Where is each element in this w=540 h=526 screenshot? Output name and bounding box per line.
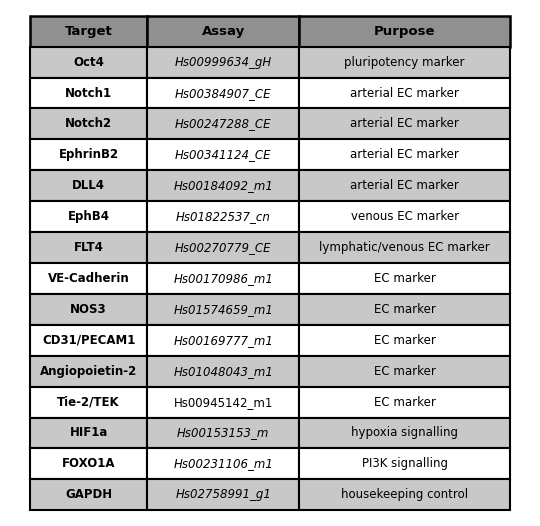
Text: Hs00999634_gH: Hs00999634_gH <box>174 56 272 68</box>
Bar <box>30 263 147 294</box>
Text: housekeeping control: housekeeping control <box>341 488 468 501</box>
Bar <box>147 170 299 201</box>
Bar <box>299 78 510 108</box>
Text: pluripotency marker: pluripotency marker <box>345 56 465 68</box>
Bar <box>147 232 299 263</box>
Bar <box>147 78 299 108</box>
Text: Angiopoietin-2: Angiopoietin-2 <box>40 365 137 378</box>
Bar <box>299 418 510 448</box>
Bar <box>299 139 510 170</box>
Bar <box>30 294 147 325</box>
Text: Hs00170986_m1: Hs00170986_m1 <box>173 272 273 285</box>
Text: Target: Target <box>65 25 112 38</box>
Bar <box>147 139 299 170</box>
Text: FOXO1A: FOXO1A <box>62 458 116 470</box>
Text: Hs00384907_CE: Hs00384907_CE <box>175 87 272 99</box>
Text: EC marker: EC marker <box>374 365 435 378</box>
Bar <box>30 387 147 418</box>
Text: Hs01574659_m1: Hs01574659_m1 <box>173 303 273 316</box>
Text: HIF1a: HIF1a <box>69 427 108 439</box>
Text: Hs00270779_CE: Hs00270779_CE <box>175 241 272 254</box>
Text: EphrinB2: EphrinB2 <box>58 148 119 161</box>
Text: CD31/PECAM1: CD31/PECAM1 <box>42 334 135 347</box>
Bar <box>147 479 299 510</box>
Text: EC marker: EC marker <box>374 396 435 409</box>
Text: Hs01048043_m1: Hs01048043_m1 <box>173 365 273 378</box>
Text: Hs00153153_m: Hs00153153_m <box>177 427 269 439</box>
Bar <box>299 448 510 479</box>
Text: Notch1: Notch1 <box>65 87 112 99</box>
Text: Tie-2/TEK: Tie-2/TEK <box>57 396 120 409</box>
Text: FLT4: FLT4 <box>73 241 104 254</box>
Bar <box>147 47 299 77</box>
Bar <box>147 418 299 448</box>
Bar <box>30 170 147 201</box>
Bar <box>299 387 510 418</box>
Bar <box>147 448 299 479</box>
Bar <box>299 108 510 139</box>
Bar <box>147 356 299 387</box>
Text: Notch2: Notch2 <box>65 117 112 130</box>
Text: Hs00169777_m1: Hs00169777_m1 <box>173 334 273 347</box>
Text: hypoxia signalling: hypoxia signalling <box>351 427 458 439</box>
Bar <box>30 418 147 448</box>
Text: Hs00247288_CE: Hs00247288_CE <box>175 117 272 130</box>
Text: Hs00231106_m1: Hs00231106_m1 <box>173 458 273 470</box>
Text: Hs02758991_g1: Hs02758991_g1 <box>175 488 271 501</box>
Text: lymphatic/venous EC marker: lymphatic/venous EC marker <box>319 241 490 254</box>
Bar <box>30 356 147 387</box>
Text: Assay: Assay <box>201 25 245 38</box>
Text: EC marker: EC marker <box>374 334 435 347</box>
Bar <box>147 16 299 47</box>
Text: Purpose: Purpose <box>374 25 435 38</box>
Bar <box>299 232 510 263</box>
Text: VE-Cadherin: VE-Cadherin <box>48 272 130 285</box>
Text: PI3K signalling: PI3K signalling <box>362 458 448 470</box>
Text: arterial EC marker: arterial EC marker <box>350 179 459 192</box>
Bar <box>299 170 510 201</box>
Bar <box>147 294 299 325</box>
Text: EphB4: EphB4 <box>68 210 110 223</box>
Bar <box>299 263 510 294</box>
Bar <box>30 47 147 77</box>
Bar <box>299 356 510 387</box>
Bar <box>30 479 147 510</box>
Text: EC marker: EC marker <box>374 272 435 285</box>
Text: NOS3: NOS3 <box>70 303 107 316</box>
Bar <box>299 294 510 325</box>
Bar <box>299 47 510 77</box>
Text: Hs00184092_m1: Hs00184092_m1 <box>173 179 273 192</box>
Bar <box>30 448 147 479</box>
Bar <box>299 325 510 356</box>
Bar <box>299 201 510 232</box>
Bar <box>30 201 147 232</box>
Bar <box>30 325 147 356</box>
Text: arterial EC marker: arterial EC marker <box>350 117 459 130</box>
Text: Oct4: Oct4 <box>73 56 104 68</box>
Bar <box>147 387 299 418</box>
Bar <box>30 108 147 139</box>
Text: Hs00945142_m1: Hs00945142_m1 <box>173 396 273 409</box>
Bar <box>299 16 510 47</box>
Text: DLL4: DLL4 <box>72 179 105 192</box>
Text: Hs00341124_CE: Hs00341124_CE <box>175 148 272 161</box>
Text: Hs01822537_cn: Hs01822537_cn <box>176 210 271 223</box>
Bar <box>30 78 147 108</box>
Text: arterial EC marker: arterial EC marker <box>350 87 459 99</box>
Bar <box>147 325 299 356</box>
Text: GAPDH: GAPDH <box>65 488 112 501</box>
Text: venous EC marker: venous EC marker <box>350 210 458 223</box>
Bar <box>30 16 147 47</box>
Bar <box>147 108 299 139</box>
Bar <box>147 263 299 294</box>
Bar <box>30 139 147 170</box>
Text: arterial EC marker: arterial EC marker <box>350 148 459 161</box>
Bar <box>30 232 147 263</box>
Bar <box>147 201 299 232</box>
Bar <box>299 479 510 510</box>
Text: EC marker: EC marker <box>374 303 435 316</box>
